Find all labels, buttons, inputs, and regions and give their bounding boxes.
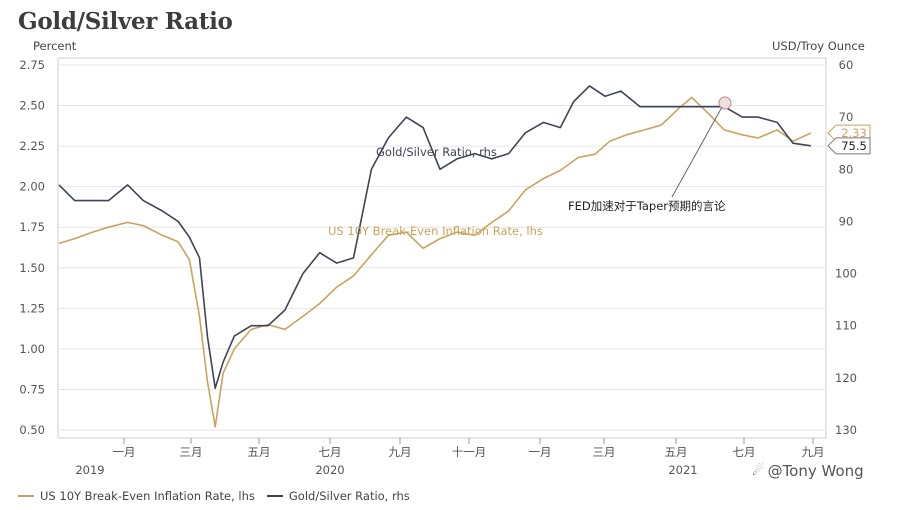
x-tick-label: 一月 [113, 445, 136, 459]
x-tick-label: 五月 [665, 445, 688, 459]
last-inflation-value: 2.33 [841, 126, 867, 140]
x-year-label: 2020 [315, 463, 344, 477]
left-tick-label: 0.50 [19, 423, 45, 437]
x-tick-label: 七月 [319, 445, 342, 459]
last-ratio-value: 75.5 [841, 139, 867, 153]
left-tick-label: 2.75 [19, 58, 45, 72]
right-tick-label: 90 [839, 214, 854, 228]
left-tick-label: 1.50 [19, 261, 45, 275]
last-ratio-box [827, 137, 871, 155]
left-tick-label: 1.00 [19, 342, 45, 356]
x-tick-label: 九月 [802, 445, 825, 459]
x-tick-label: 三月 [593, 445, 616, 459]
legend-label-inflation: US 10Y Break-Even Inflation Rate, lhs [40, 489, 255, 503]
x-tick-label: 七月 [733, 445, 756, 459]
right-tick-label: 100 [835, 267, 857, 281]
ratio-series-label: Gold/Silver Ratio, rhs [376, 145, 497, 159]
right-tick-label: 130 [835, 423, 857, 437]
inflation-series-label: US 10Y Break-Even Inflation Rate, lhs [328, 224, 543, 238]
left-tick-label: 0.75 [19, 382, 45, 396]
legend-swatch-inflation [18, 495, 34, 497]
x-tick-label: 一月 [529, 445, 552, 459]
fed-annotation: FED加速对于Taper预期的言论 [568, 199, 726, 213]
x-year-label: 2019 [75, 463, 104, 477]
right-axis-unit: USD/Troy Ounce [772, 39, 865, 53]
left-tick-label: 1.25 [19, 301, 45, 315]
legend-label-ratio: Gold/Silver Ratio, rhs [288, 489, 410, 503]
chart-title: Gold/Silver Ratio [18, 8, 233, 35]
x-tick-label: 九月 [389, 445, 412, 459]
right-tick-label: 120 [835, 371, 857, 385]
plot-frame [57, 57, 827, 439]
left-axis-unit: Percent [33, 39, 77, 53]
legend-swatch-ratio [266, 495, 283, 497]
left-tick-label: 2.25 [19, 139, 45, 153]
annotation-pointer [671, 106, 723, 198]
left-tick-label: 1.75 [19, 220, 45, 234]
right-tick-label: 80 [839, 162, 854, 176]
left-tick-label: 2.00 [19, 180, 45, 194]
right-tick-label: 60 [839, 58, 854, 72]
weibo-icon: ☄ [752, 463, 765, 479]
watermark: ☄ @Tony Wong [752, 462, 864, 480]
event-marker [718, 96, 732, 110]
x-tick-label: 五月 [248, 445, 271, 459]
x-year-label: 2021 [668, 463, 697, 477]
x-tick-label: 三月 [180, 445, 203, 459]
right-tick-label: 70 [839, 110, 854, 124]
watermark-text: @Tony Wong [767, 462, 864, 480]
right-tick-label: 110 [835, 319, 857, 333]
legend: US 10Y Break-Even Inflation Rate, lhs Go… [18, 489, 410, 503]
x-tick-label: 十一月 [452, 445, 487, 459]
left-tick-label: 2.50 [19, 99, 45, 113]
series-line-ratio [58, 85, 812, 390]
